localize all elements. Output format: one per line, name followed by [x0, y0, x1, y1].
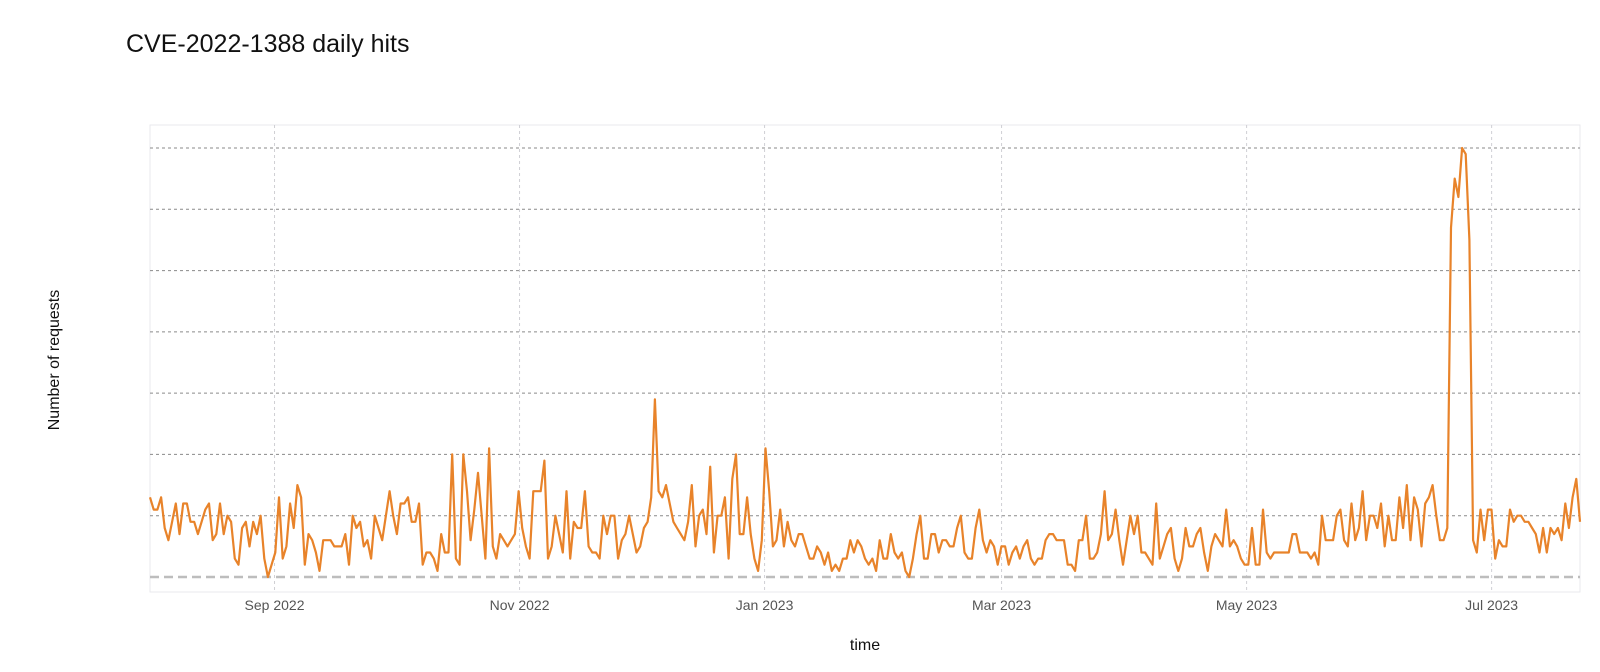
x-tick-label: Jan 2023 [736, 597, 794, 613]
x-tick-label: Jul 2023 [1465, 597, 1518, 613]
horizontal-gridlines [150, 147, 1580, 517]
x-axis-ticks: Sep 2022 Nov 2022 Jan 2023 Mar 2023 May 2023… [245, 597, 1519, 613]
chart-title: CVE-2022-1388 daily hits [126, 30, 410, 58]
x-axis-title: time [850, 637, 880, 654]
series-line [148, 146, 1582, 579]
x-tick-label: Sep 2022 [245, 597, 305, 613]
x-tick-label: May 2023 [1216, 597, 1278, 613]
x-tick-label: Nov 2022 [490, 597, 550, 613]
y-axis-title: Number of requests [46, 290, 63, 431]
x-tick-label: Mar 2023 [972, 597, 1031, 613]
